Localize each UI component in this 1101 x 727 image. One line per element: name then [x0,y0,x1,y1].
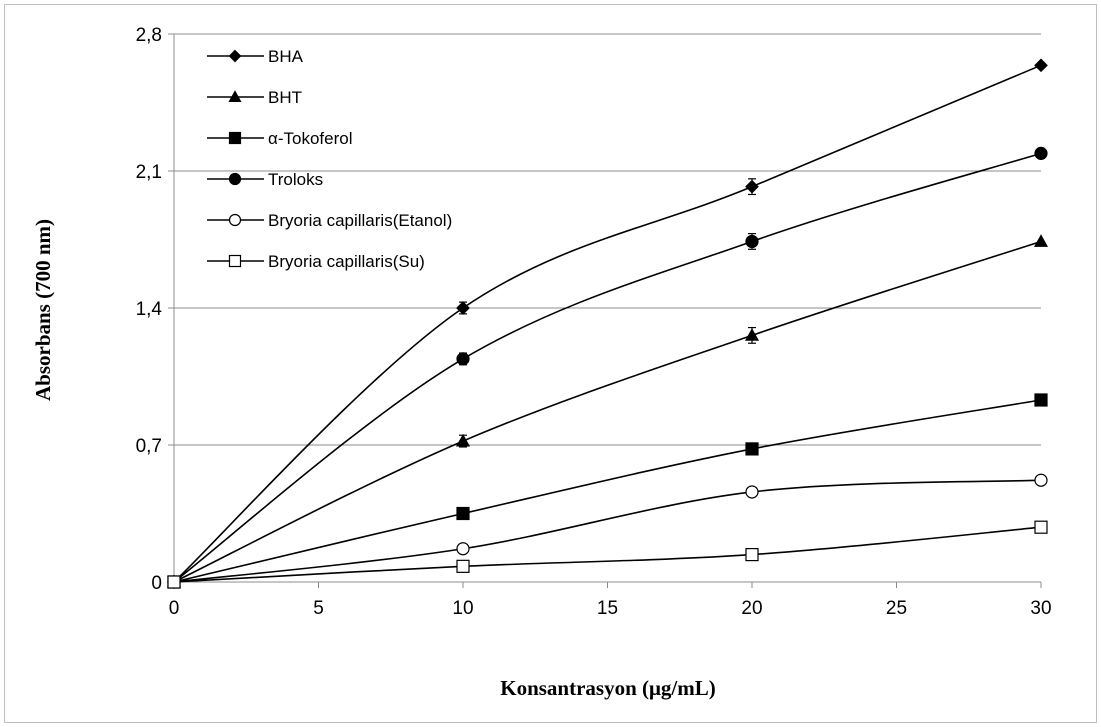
legend-label: BHT [268,88,302,107]
legend-item: BHT [207,88,302,107]
legend: BHA BHT α-Tokoferol Troloks Bryoria capillar… [207,47,452,271]
data-point [455,433,471,447]
x-tick-label: 30 [1030,598,1051,619]
plot-area [166,58,1049,589]
x-tick-label: 5 [313,598,324,619]
series-line [173,240,1042,583]
series-4 [167,473,1048,589]
data-point [228,49,242,63]
data-point [456,352,470,366]
data-point [228,90,242,103]
data-point [228,172,242,186]
data-point [1034,58,1048,73]
legend-item: BHA [207,47,304,66]
data-point [1034,473,1048,487]
data-point [456,301,470,315]
series-line [173,64,1042,583]
data-point [1034,393,1048,407]
data-point [1034,520,1048,534]
x-tick-label: 15 [597,598,618,619]
legend-label: Bryoria capillaris(Su) [268,252,425,271]
data-point [456,559,470,573]
data-point [228,254,242,268]
legend-label: Troloks [268,170,323,189]
x-tick-label: 0 [169,598,180,619]
x-tick-label: 10 [452,598,473,619]
legend-item: Troloks [207,170,323,189]
legend-item: Bryoria capillaris(Etanol) [207,211,452,230]
series-1 [166,234,1049,588]
data-point [456,542,470,556]
data-point [745,234,759,249]
y-tick-label: 2,1 [136,162,162,183]
x-tick-labels: 0 5 10 15 20 25 30 [169,598,1052,619]
y-tick-label: 1,4 [136,299,163,320]
y-axis-title: Absorbans (700 nm) [31,219,55,401]
data-point [745,485,759,499]
data-point [745,442,759,456]
series-2 [167,393,1048,589]
legend-label: Bryoria capillaris(Etanol) [268,211,452,230]
y-tick-label: 0 [151,573,162,594]
series-5 [167,520,1048,589]
series-line [173,526,1042,583]
y-tick-labels: 0 0,7 1,4 2,1 2,8 [136,25,163,594]
x-tick-label: 20 [741,598,762,619]
legend-item: Bryoria capillaris(Su) [207,252,425,271]
legend-item: α-Tokoferol [207,129,352,148]
data-point [167,575,181,589]
series-line [173,479,1042,583]
legend-label: BHA [268,47,304,66]
legend-label: α-Tokoferol [268,129,352,148]
y-tick-label: 0,7 [136,436,162,457]
data-point [228,131,242,145]
data-point [1033,234,1049,247]
chart-frame [4,4,1097,723]
data-point [456,506,470,521]
x-axis-title: Konsantrasyon (μg/mL) [500,676,716,700]
series-line [173,152,1042,583]
data-point [1034,146,1048,160]
y-tick-label: 2,8 [136,25,162,46]
data-point [228,213,242,227]
data-point [745,179,759,194]
data-point [745,547,759,562]
x-tick-label: 25 [886,598,907,619]
series-line [173,399,1042,583]
data-point [744,328,760,341]
axes [168,33,1042,588]
gridlines [174,33,1041,446]
